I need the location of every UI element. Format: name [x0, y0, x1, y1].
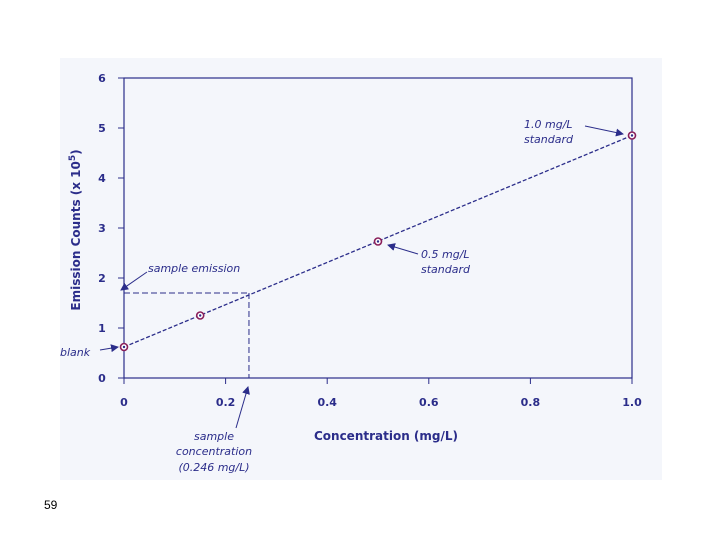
x-tick-label: 0.6	[419, 396, 439, 409]
arrow-sample-concentration	[235, 386, 250, 429]
y-axis-ticks: 0 1 2 3 4 5 6	[98, 72, 124, 385]
annotation-sample-conc-line3: (0.246 mg/L)	[178, 461, 249, 474]
x-tick-label: 0.8	[521, 396, 541, 409]
y-axis-title-exponent: 5	[68, 155, 78, 161]
y-tick-label: 3	[98, 222, 106, 235]
annotation-std-full-line2: standard	[524, 133, 574, 146]
y-tick-label: 4	[98, 172, 106, 185]
annotation-blank: blank	[60, 346, 91, 359]
x-tick-label: 0.2	[216, 396, 236, 409]
x-axis-title: Concentration (mg/L)	[314, 429, 458, 443]
arrow-blank	[99, 344, 119, 353]
y-tick-label: 6	[98, 72, 106, 85]
calibration-fit-line	[123, 134, 633, 348]
chart-background	[60, 58, 662, 480]
y-tick-label: 0	[98, 372, 106, 385]
data-point-center	[376, 240, 380, 243]
x-tick-label: 0.4	[317, 396, 337, 409]
y-axis-title-text: Emission Counts (x 10	[69, 161, 83, 310]
x-tick-label: 1.0	[622, 396, 642, 409]
arrow-sample-emission	[120, 271, 148, 291]
y-tick-label: 1	[98, 322, 106, 335]
annotation-std-half-line1: 0.5 mg/L	[421, 248, 470, 261]
x-tick-label: 0	[120, 396, 128, 409]
annotation-std-full-line1: 1.0 mg/L	[524, 118, 573, 131]
data-points	[119, 131, 637, 352]
annotation-sample-conc-line1: sample	[194, 430, 234, 443]
arrow-std-full	[584, 125, 624, 137]
data-point-center	[630, 134, 634, 137]
annotation-std-half-line2: standard	[421, 263, 471, 276]
y-tick-label: 2	[98, 272, 106, 285]
annotation-sample-emission: sample emission	[148, 262, 240, 275]
y-tick-label: 5	[98, 122, 106, 135]
x-axis-ticks: 0 0.2 0.4 0.6 0.8 1.0	[120, 378, 642, 409]
arrow-std-half	[387, 243, 419, 255]
annotation-sample-conc-line2: concentration	[176, 445, 252, 458]
slide-number: 59	[44, 498, 58, 512]
data-point-center	[199, 314, 202, 317]
y-axis-title: Emission Counts (x 105)	[68, 149, 83, 310]
y-axis-title-close: )	[69, 149, 83, 154]
data-point-center	[122, 345, 126, 349]
